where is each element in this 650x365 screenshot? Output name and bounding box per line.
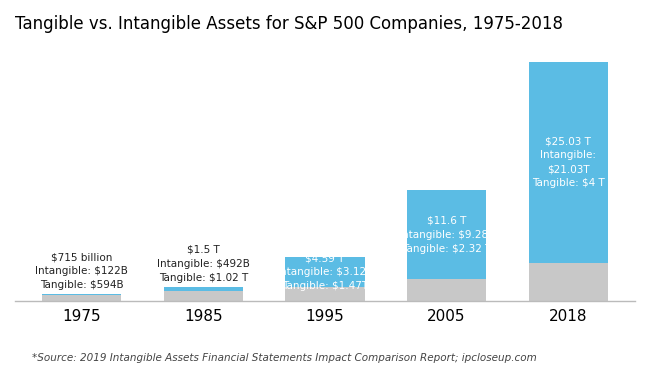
Text: $25.03 T
Intangible:
$21.03T
Tangible: $4 T: $25.03 T Intangible: $21.03T Tangible: $… [532,136,604,188]
Bar [407,279,486,301]
Text: Tangible vs. Intangible Assets for S&P 500 Companies, 1975-2018: Tangible vs. Intangible Assets for S&P 5… [15,15,563,33]
Bar [164,291,243,301]
Text: $4.59 T
Intangible: $3.12T
Tangible: $1.47T: $4.59 T Intangible: $3.12T Tangible: $1.… [278,253,372,291]
Text: $1.5 T
Intangible: $492B
Tangible: $1.02 T: $1.5 T Intangible: $492B Tangible: $1.02… [157,245,250,283]
Bar [164,287,243,291]
Bar [42,294,122,295]
Bar [407,190,486,279]
Bar [285,287,365,301]
Text: $715 billion
Intangible: $122B
Tangible: $594B: $715 billion Intangible: $122B Tangible:… [36,253,128,291]
Text: *Source: 2019 Intangible Assets Financial Statements Impact Comparison Report; i: *Source: 2019 Intangible Assets Financia… [32,353,538,363]
Bar [528,263,608,301]
Bar [528,62,608,263]
Bar [285,257,365,287]
Bar [42,295,122,301]
Text: $11.6 T
Intangible: $9.28T
Tangible: $2.32 T: $11.6 T Intangible: $9.28T Tangible: $2.… [399,216,494,254]
